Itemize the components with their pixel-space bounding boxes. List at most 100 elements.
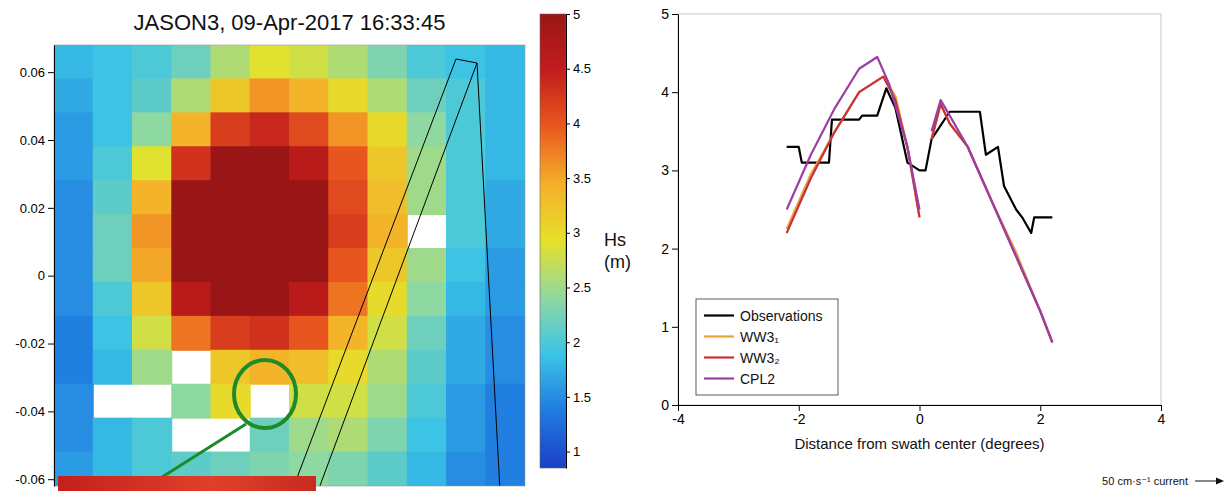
hs-cell — [54, 214, 94, 249]
hs-cell — [93, 248, 133, 283]
hs-cell — [211, 282, 251, 317]
tick-label: 4.5 — [573, 61, 591, 76]
hs-cell — [171, 384, 211, 419]
hs-cell — [289, 282, 329, 317]
tick: 0.06 — [20, 65, 54, 80]
hs-cell — [407, 452, 447, 486]
hs-cell — [132, 282, 172, 317]
tick-label: 0.06 — [20, 65, 45, 80]
legend-swatch — [704, 335, 734, 337]
hs-cell — [54, 384, 94, 419]
colorbar-axis: 11.522.533.544.55 — [566, 7, 591, 469]
hs-cell — [485, 45, 525, 79]
hs-cell — [93, 350, 133, 385]
tick: 3 — [566, 225, 580, 240]
hs-cell — [485, 214, 525, 249]
hs-cell — [250, 316, 290, 351]
tick: 0 — [661, 397, 678, 413]
hs-cell — [211, 316, 251, 351]
hs-cell — [93, 112, 133, 147]
x-axis-title: Distance from swath center (degrees) — [794, 435, 1044, 452]
hs-cell — [93, 418, 133, 453]
hs-cell — [93, 78, 133, 113]
hs-cell — [485, 350, 525, 385]
hs-cell — [289, 214, 329, 249]
hs-cell — [93, 316, 133, 351]
hs-cell — [289, 78, 329, 113]
tick-label: 1 — [661, 319, 669, 335]
hs-cell — [132, 248, 172, 283]
tick-mark — [672, 327, 678, 328]
tick: 5 — [661, 6, 678, 22]
tick-mark — [566, 123, 570, 124]
tick-mark — [566, 233, 570, 234]
map-y-axis: 0.060.040.020-0.02-0.04-0.06 — [15, 46, 54, 487]
hs-cell — [368, 180, 408, 215]
hs-cell — [54, 146, 94, 181]
hs-cell — [368, 384, 408, 419]
tick-label: -0.02 — [15, 336, 45, 351]
hs-cell — [328, 180, 368, 215]
hs-cell — [54, 350, 94, 385]
swath-edge — [477, 63, 500, 486]
tick-mark — [566, 178, 570, 179]
y-axis: 012345 — [661, 6, 678, 413]
tick-mark — [48, 344, 54, 345]
tick-mark — [672, 405, 678, 406]
hs-cell — [289, 112, 329, 147]
hs-cell — [54, 78, 94, 113]
legend-label: CPL2 — [740, 371, 775, 387]
hs-cell — [407, 146, 447, 181]
hs-cell — [93, 146, 133, 181]
hs-cell — [368, 45, 408, 79]
tick-mark — [672, 170, 678, 171]
hs-cell — [368, 78, 408, 113]
tick: 4 — [566, 116, 580, 131]
tick: 0 — [916, 405, 924, 427]
hs-cell — [368, 418, 408, 453]
hs-cell — [485, 248, 525, 283]
tick-label: 3 — [573, 225, 580, 240]
hs-cell — [171, 78, 211, 113]
inset-strip — [58, 476, 316, 491]
hs-cell — [446, 418, 486, 453]
hs-cell — [54, 45, 94, 79]
tick-label: 2 — [573, 335, 580, 350]
colorbar — [540, 14, 566, 468]
hs-cell — [211, 78, 251, 113]
hs-cell — [132, 214, 172, 249]
hs-cell — [250, 248, 290, 283]
tick-label: 0.04 — [20, 133, 45, 148]
tick: -0.02 — [15, 336, 54, 351]
hs-cell — [211, 384, 251, 419]
legend-label: WW3₁ — [740, 329, 779, 345]
tick-label: 5 — [661, 6, 669, 22]
tick-mark — [566, 397, 570, 398]
hs-cell — [54, 418, 94, 453]
hs-cell — [289, 146, 329, 181]
hs-cell — [368, 112, 408, 147]
tick: 0.04 — [20, 133, 54, 148]
hs-cell — [485, 112, 525, 147]
tick-label: 2.5 — [573, 280, 591, 295]
map-plot — [54, 45, 525, 486]
tick-mark — [566, 14, 570, 15]
hs-cell — [368, 282, 408, 317]
arrow-shaft — [1195, 481, 1218, 482]
tick-label: 0 — [916, 411, 924, 427]
hs-cell — [407, 112, 447, 147]
hs-cell — [368, 214, 408, 249]
hs-cell — [250, 112, 290, 147]
tick: 2.5 — [566, 280, 591, 295]
tick-mark — [48, 140, 54, 141]
tick-mark — [48, 411, 54, 412]
arrow-head — [1216, 478, 1224, 485]
legend-label: Observations — [740, 308, 822, 324]
hs-cell — [446, 78, 486, 113]
tick-mark — [672, 249, 678, 250]
legend-box — [696, 299, 838, 395]
hs-cell — [328, 78, 368, 113]
hs-cell — [132, 45, 172, 79]
tick-mark — [566, 287, 570, 288]
hs-cell — [485, 418, 525, 453]
